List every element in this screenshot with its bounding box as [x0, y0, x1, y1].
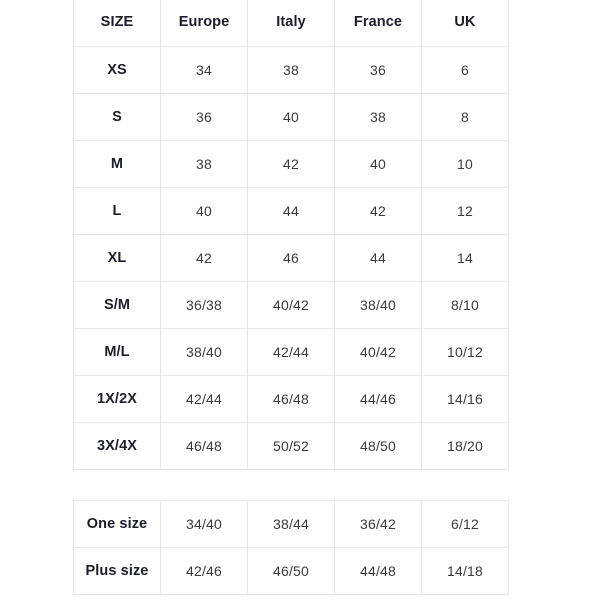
cell-italy: 46/50 [247, 547, 335, 595]
cell-italy: 46/48 [247, 374, 335, 423]
table-row: M/L 38/40 42/44 40/42 10/12 [73, 327, 509, 376]
cell-italy: 38 [247, 45, 335, 94]
cell-italy: 44 [247, 186, 335, 235]
cell-size: L [73, 186, 161, 235]
cell-italy: 42 [247, 139, 335, 188]
cell-europe: 36/38 [160, 280, 248, 329]
cell-italy: 42/44 [247, 327, 335, 376]
cell-france: 42 [334, 186, 422, 235]
cell-uk: 14/18 [421, 547, 509, 595]
column-header-europe: Europe [160, 0, 248, 47]
cell-uk: 10/12 [421, 327, 509, 376]
cell-uk: 14/16 [421, 374, 509, 423]
table-header: SIZE Europe Italy France UK [73, 0, 509, 47]
onesize-table-body: One size 34/40 38/44 36/42 6/12 Plus siz… [73, 500, 509, 595]
cell-europe: 46/48 [160, 421, 248, 470]
cell-size: M/L [73, 327, 161, 376]
cell-size: One size [73, 500, 161, 548]
cell-uk: 6 [421, 45, 509, 94]
cell-europe: 36 [160, 92, 248, 141]
cell-uk: 8/10 [421, 280, 509, 329]
cell-uk: 14 [421, 233, 509, 282]
cell-france: 36/42 [334, 500, 422, 548]
size-conversion-table: SIZE Europe Italy France UK XS 34 38 36 … [73, 0, 509, 470]
cell-europe: 42/46 [160, 547, 248, 595]
cell-europe: 34/40 [160, 500, 248, 548]
table-row: XS 34 38 36 6 [73, 45, 509, 94]
table-body: XS 34 38 36 6 S 36 40 38 8 M 38 42 40 10 [73, 45, 509, 470]
cell-size: S [73, 92, 161, 141]
table-row: M 38 42 40 10 [73, 139, 509, 188]
table-row: 3X/4X 46/48 50/52 48/50 18/20 [73, 421, 509, 470]
cell-france: 44 [334, 233, 422, 282]
cell-size: M [73, 139, 161, 188]
cell-size: 3X/4X [73, 421, 161, 470]
cell-europe: 38/40 [160, 327, 248, 376]
cell-italy: 40/42 [247, 280, 335, 329]
table-row: One size 34/40 38/44 36/42 6/12 [73, 500, 509, 548]
cell-size: 1X/2X [73, 374, 161, 423]
cell-italy: 40 [247, 92, 335, 141]
cell-france: 44/48 [334, 547, 422, 595]
cell-size: XS [73, 45, 161, 94]
cell-uk: 10 [421, 139, 509, 188]
cell-europe: 34 [160, 45, 248, 94]
column-header-uk: UK [421, 0, 509, 47]
cell-france: 48/50 [334, 421, 422, 470]
cell-france: 38/40 [334, 280, 422, 329]
cell-france: 40 [334, 139, 422, 188]
cell-france: 36 [334, 45, 422, 94]
cell-europe: 42/44 [160, 374, 248, 423]
cell-europe: 42 [160, 233, 248, 282]
table-row: S/M 36/38 40/42 38/40 8/10 [73, 280, 509, 329]
cell-uk: 12 [421, 186, 509, 235]
table-row: 1X/2X 42/44 46/48 44/46 14/16 [73, 374, 509, 423]
column-header-france: France [334, 0, 422, 47]
table-row: XL 42 46 44 14 [73, 233, 509, 282]
cell-italy: 46 [247, 233, 335, 282]
cell-uk: 18/20 [421, 421, 509, 470]
header-row: SIZE Europe Italy France UK [73, 0, 509, 47]
cell-europe: 38 [160, 139, 248, 188]
cell-size: S/M [73, 280, 161, 329]
cell-italy: 38/44 [247, 500, 335, 548]
cell-italy: 50/52 [247, 421, 335, 470]
column-header-italy: Italy [247, 0, 335, 47]
onesize-conversion-table: One size 34/40 38/44 36/42 6/12 Plus siz… [73, 500, 509, 595]
cell-uk: 8 [421, 92, 509, 141]
table-row: Plus size 42/46 46/50 44/48 14/18 [73, 547, 509, 595]
cell-size: XL [73, 233, 161, 282]
cell-france: 44/46 [334, 374, 422, 423]
cell-europe: 40 [160, 186, 248, 235]
cell-uk: 6/12 [421, 500, 509, 548]
column-header-size: SIZE [73, 0, 161, 47]
cell-france: 40/42 [334, 327, 422, 376]
cell-france: 38 [334, 92, 422, 141]
table-row: L 40 44 42 12 [73, 186, 509, 235]
table-row: S 36 40 38 8 [73, 92, 509, 141]
cell-size: Plus size [73, 547, 161, 595]
